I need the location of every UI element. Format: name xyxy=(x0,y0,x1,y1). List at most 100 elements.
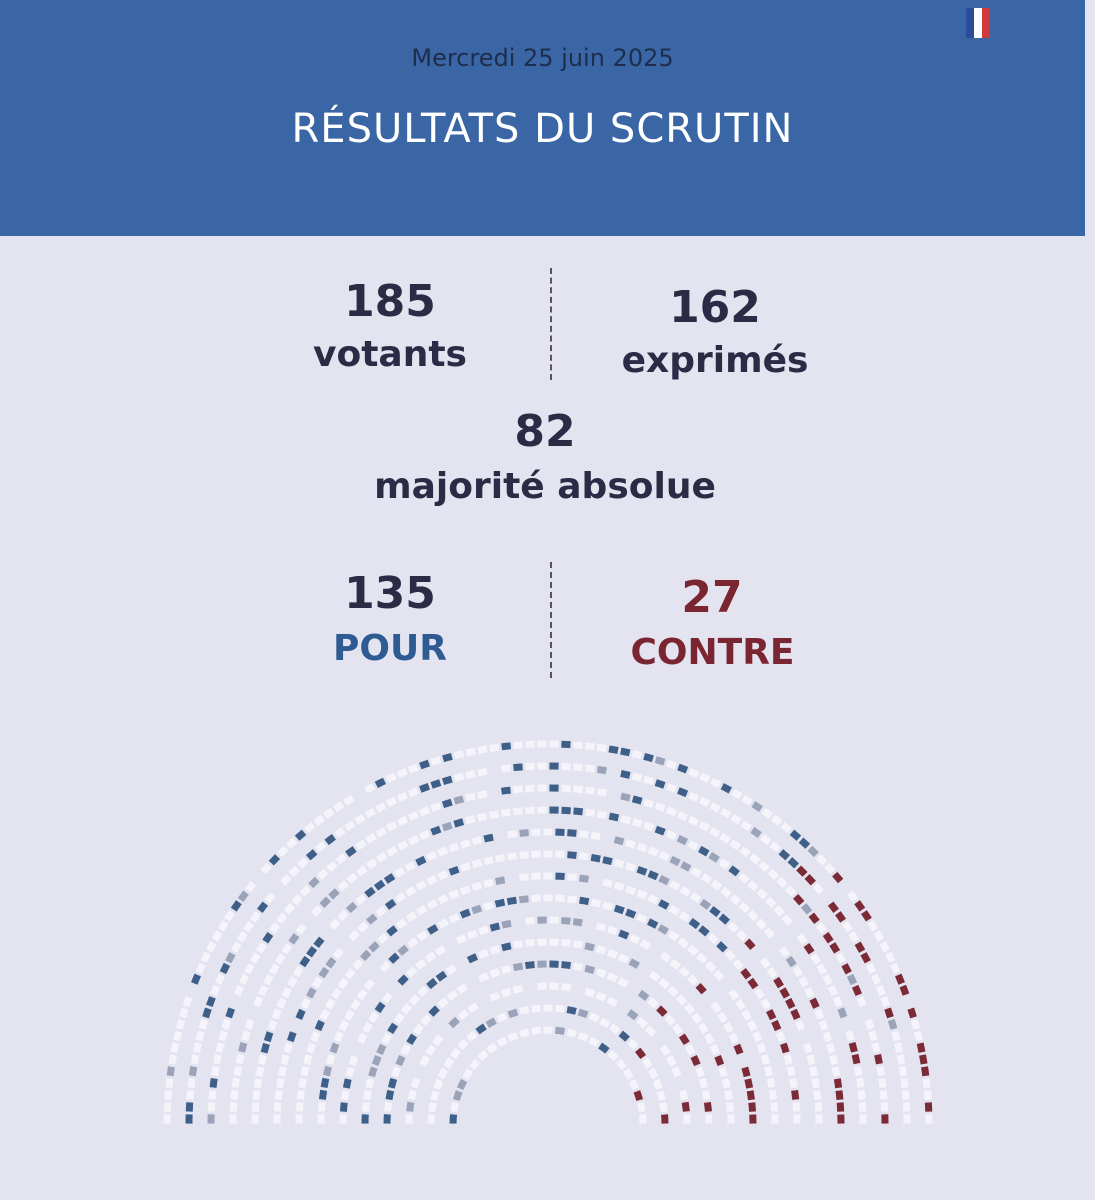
seat xyxy=(362,1022,373,1034)
seat xyxy=(494,876,506,885)
seat xyxy=(654,779,666,789)
seat xyxy=(296,1089,305,1100)
seat xyxy=(696,952,708,964)
seat xyxy=(448,842,460,853)
seat xyxy=(677,937,690,949)
seat xyxy=(483,856,494,866)
seat xyxy=(331,987,342,1000)
seat xyxy=(776,876,788,889)
seat xyxy=(357,921,369,933)
seat xyxy=(658,851,670,862)
seat xyxy=(477,948,489,959)
seat xyxy=(434,945,447,956)
seat xyxy=(659,1044,671,1057)
seat xyxy=(584,942,595,952)
seat xyxy=(676,834,689,846)
seat xyxy=(698,821,710,832)
seat xyxy=(606,972,619,983)
seat xyxy=(688,791,700,802)
seat xyxy=(608,745,619,754)
seat xyxy=(317,868,329,880)
seat xyxy=(833,1078,843,1089)
seat xyxy=(379,960,392,973)
seat xyxy=(609,1023,621,1035)
seat xyxy=(860,952,871,964)
seat xyxy=(186,1090,195,1100)
seat xyxy=(430,756,442,766)
seat xyxy=(195,962,206,974)
seat xyxy=(489,922,501,932)
seat xyxy=(636,889,648,900)
seat xyxy=(306,1042,316,1054)
seat xyxy=(590,831,601,841)
seat xyxy=(900,1078,909,1088)
seat xyxy=(453,750,465,760)
seat xyxy=(602,878,613,888)
seat xyxy=(507,852,518,861)
seat xyxy=(763,927,776,939)
seat xyxy=(437,846,449,857)
seat xyxy=(518,1028,530,1038)
seat xyxy=(513,785,523,794)
seat xyxy=(718,913,730,925)
seat xyxy=(688,768,700,778)
seat xyxy=(328,918,341,930)
seat xyxy=(344,1009,355,1021)
seat xyxy=(333,1031,344,1043)
seat xyxy=(352,958,364,971)
seat xyxy=(362,1102,370,1112)
seat xyxy=(386,821,398,832)
seat xyxy=(709,802,721,813)
seat xyxy=(858,1102,867,1112)
seat xyxy=(629,934,641,945)
pour-number: 135 xyxy=(344,568,436,619)
seat xyxy=(441,775,453,786)
seat xyxy=(419,783,431,793)
seat xyxy=(793,894,805,906)
seat xyxy=(822,932,834,944)
seat xyxy=(295,923,307,936)
seat xyxy=(667,985,679,998)
seat xyxy=(884,1007,894,1019)
seat xyxy=(814,1102,823,1112)
seat xyxy=(643,752,654,763)
seat xyxy=(913,1030,923,1042)
seat xyxy=(295,1102,304,1112)
seat xyxy=(235,1053,245,1065)
votants-label: votants xyxy=(313,334,467,375)
seat xyxy=(669,855,681,867)
seat xyxy=(561,806,571,815)
seat xyxy=(720,886,732,898)
seat xyxy=(442,752,453,763)
seat xyxy=(595,945,607,955)
seat xyxy=(768,1089,778,1100)
seat xyxy=(898,1066,908,1077)
seat xyxy=(907,1007,917,1019)
seat xyxy=(698,1077,709,1089)
seat xyxy=(573,807,584,816)
seat xyxy=(375,826,387,838)
seat xyxy=(453,818,465,828)
seat xyxy=(910,1019,921,1030)
seat xyxy=(368,941,380,953)
seat xyxy=(164,1090,173,1100)
seat xyxy=(771,814,783,826)
seat xyxy=(577,1008,589,1019)
seat xyxy=(781,914,793,926)
seat xyxy=(344,968,356,980)
seat xyxy=(500,808,511,817)
seat xyxy=(343,794,355,806)
seat xyxy=(305,849,318,861)
seat xyxy=(578,874,590,883)
seat xyxy=(475,1023,487,1035)
seat xyxy=(879,1090,888,1100)
seat xyxy=(339,1102,348,1112)
seat xyxy=(166,1066,175,1077)
seat xyxy=(428,1102,437,1113)
seat xyxy=(377,932,389,945)
seat xyxy=(811,1078,820,1089)
seat xyxy=(803,1042,813,1054)
seat xyxy=(588,1012,600,1023)
seat xyxy=(647,846,659,857)
seat xyxy=(274,953,286,965)
